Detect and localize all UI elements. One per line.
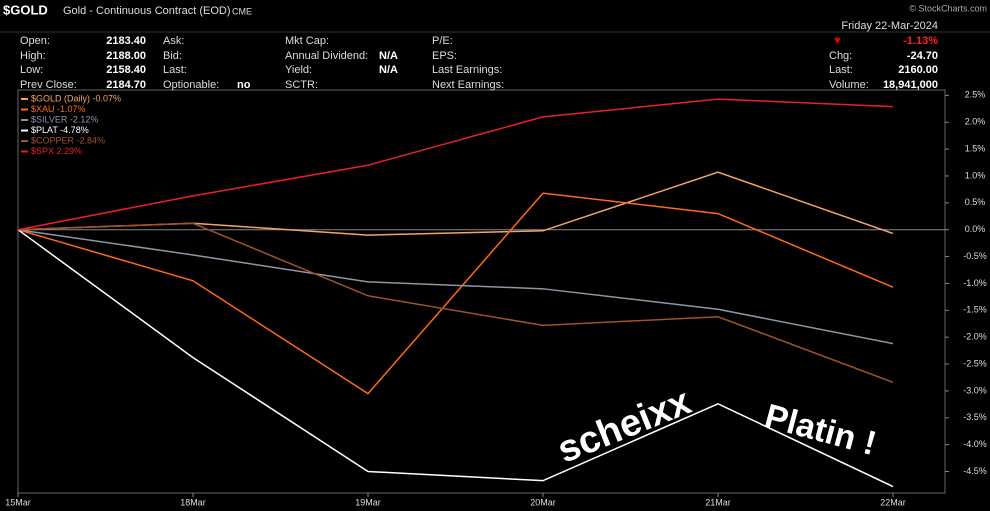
legend-entry: $SILVER -2.12% bbox=[31, 114, 98, 124]
field-label: Last: bbox=[829, 64, 853, 76]
y-tick-label: 1.5% bbox=[965, 143, 986, 153]
x-tick-label: 18Mar bbox=[180, 497, 206, 507]
change-pct: -1.13% bbox=[903, 35, 938, 47]
y-tick-label: 1.0% bbox=[965, 170, 986, 180]
y-tick-label: -3.0% bbox=[963, 385, 987, 395]
series-line bbox=[17, 228, 894, 345]
field-value: 2188.00 bbox=[106, 50, 146, 62]
field-value: -24.70 bbox=[907, 50, 938, 62]
field-label: Last Earnings: bbox=[432, 64, 502, 76]
field-label: Prev Close: bbox=[20, 79, 77, 91]
field-value: no bbox=[237, 79, 251, 91]
symbol: $GOLD bbox=[3, 2, 48, 17]
field-value: 2158.40 bbox=[106, 64, 146, 76]
field-label: P/E: bbox=[432, 35, 453, 47]
x-tick-label: 21Mar bbox=[705, 497, 731, 507]
field-value: N/A bbox=[379, 50, 398, 62]
copyright: © StockCharts.com bbox=[909, 3, 987, 13]
field-label: Next Earnings: bbox=[432, 79, 504, 91]
series-line bbox=[17, 98, 894, 231]
field-label: Ask: bbox=[163, 35, 184, 47]
field-label: Low: bbox=[20, 64, 43, 76]
field-label: Last: bbox=[163, 64, 187, 76]
legend-entry: $SPX 2.29% bbox=[31, 146, 82, 156]
y-tick-label: -2.0% bbox=[963, 332, 987, 342]
y-tick-label: -4.5% bbox=[963, 466, 987, 476]
field-label: EPS: bbox=[432, 50, 457, 62]
field-label: SCTR: bbox=[285, 79, 318, 91]
field-label: Open: bbox=[20, 35, 50, 47]
y-tick-label: -4.0% bbox=[963, 439, 987, 449]
field-label: Annual Dividend: bbox=[285, 50, 368, 62]
x-tick-label: 19Mar bbox=[355, 497, 381, 507]
description: Gold - Continuous Contract (EOD) bbox=[63, 5, 231, 17]
field-label: Volume: bbox=[829, 79, 869, 91]
field-value: 2184.70 bbox=[106, 79, 146, 91]
field-label: Yield: bbox=[285, 64, 312, 76]
series-line bbox=[17, 222, 894, 384]
change-arrow: ▼ bbox=[832, 35, 843, 47]
field-value: 2160.00 bbox=[898, 64, 938, 76]
y-tick-label: -2.5% bbox=[963, 358, 987, 368]
legend-entry: $XAU -1.07% bbox=[31, 104, 86, 114]
y-tick-label: 0.0% bbox=[965, 224, 986, 234]
y-tick-label: -3.5% bbox=[963, 412, 987, 422]
x-tick-label: 15Mar bbox=[5, 497, 31, 507]
annotation: Platin ! bbox=[761, 397, 880, 463]
x-tick-label: 20Mar bbox=[530, 497, 556, 507]
y-tick-label: -0.5% bbox=[963, 251, 987, 261]
field-label: Chg: bbox=[829, 50, 852, 62]
exchange: CME bbox=[232, 6, 252, 16]
field-value: 18,941,000 bbox=[883, 79, 938, 91]
field-label: Mkt Cap: bbox=[285, 35, 329, 47]
y-tick-label: 2.5% bbox=[965, 90, 986, 100]
field-value: N/A bbox=[379, 64, 398, 76]
x-tick-label: 22Mar bbox=[880, 497, 906, 507]
legend-entry: $GOLD (Daily) -0.07% bbox=[31, 93, 121, 103]
y-tick-label: 0.5% bbox=[965, 197, 986, 207]
field-label: Bid: bbox=[163, 50, 182, 62]
field-value: 2183.40 bbox=[106, 35, 146, 47]
y-tick-label: -1.0% bbox=[963, 278, 987, 288]
quote-date: Friday 22-Mar-2024 bbox=[841, 20, 938, 32]
y-tick-label: -1.5% bbox=[963, 305, 987, 315]
legend-entry: $COPPER -2.84% bbox=[31, 135, 105, 145]
series-line bbox=[17, 229, 894, 488]
plot-frame bbox=[17, 89, 946, 494]
field-label: Optionable: bbox=[163, 79, 219, 91]
field-label: High: bbox=[20, 50, 46, 62]
legend-entry: $PLAT -4.78% bbox=[31, 125, 89, 135]
y-tick-label: 2.0% bbox=[965, 117, 986, 127]
annotation: scheixx bbox=[552, 381, 697, 472]
series-line bbox=[17, 192, 894, 395]
